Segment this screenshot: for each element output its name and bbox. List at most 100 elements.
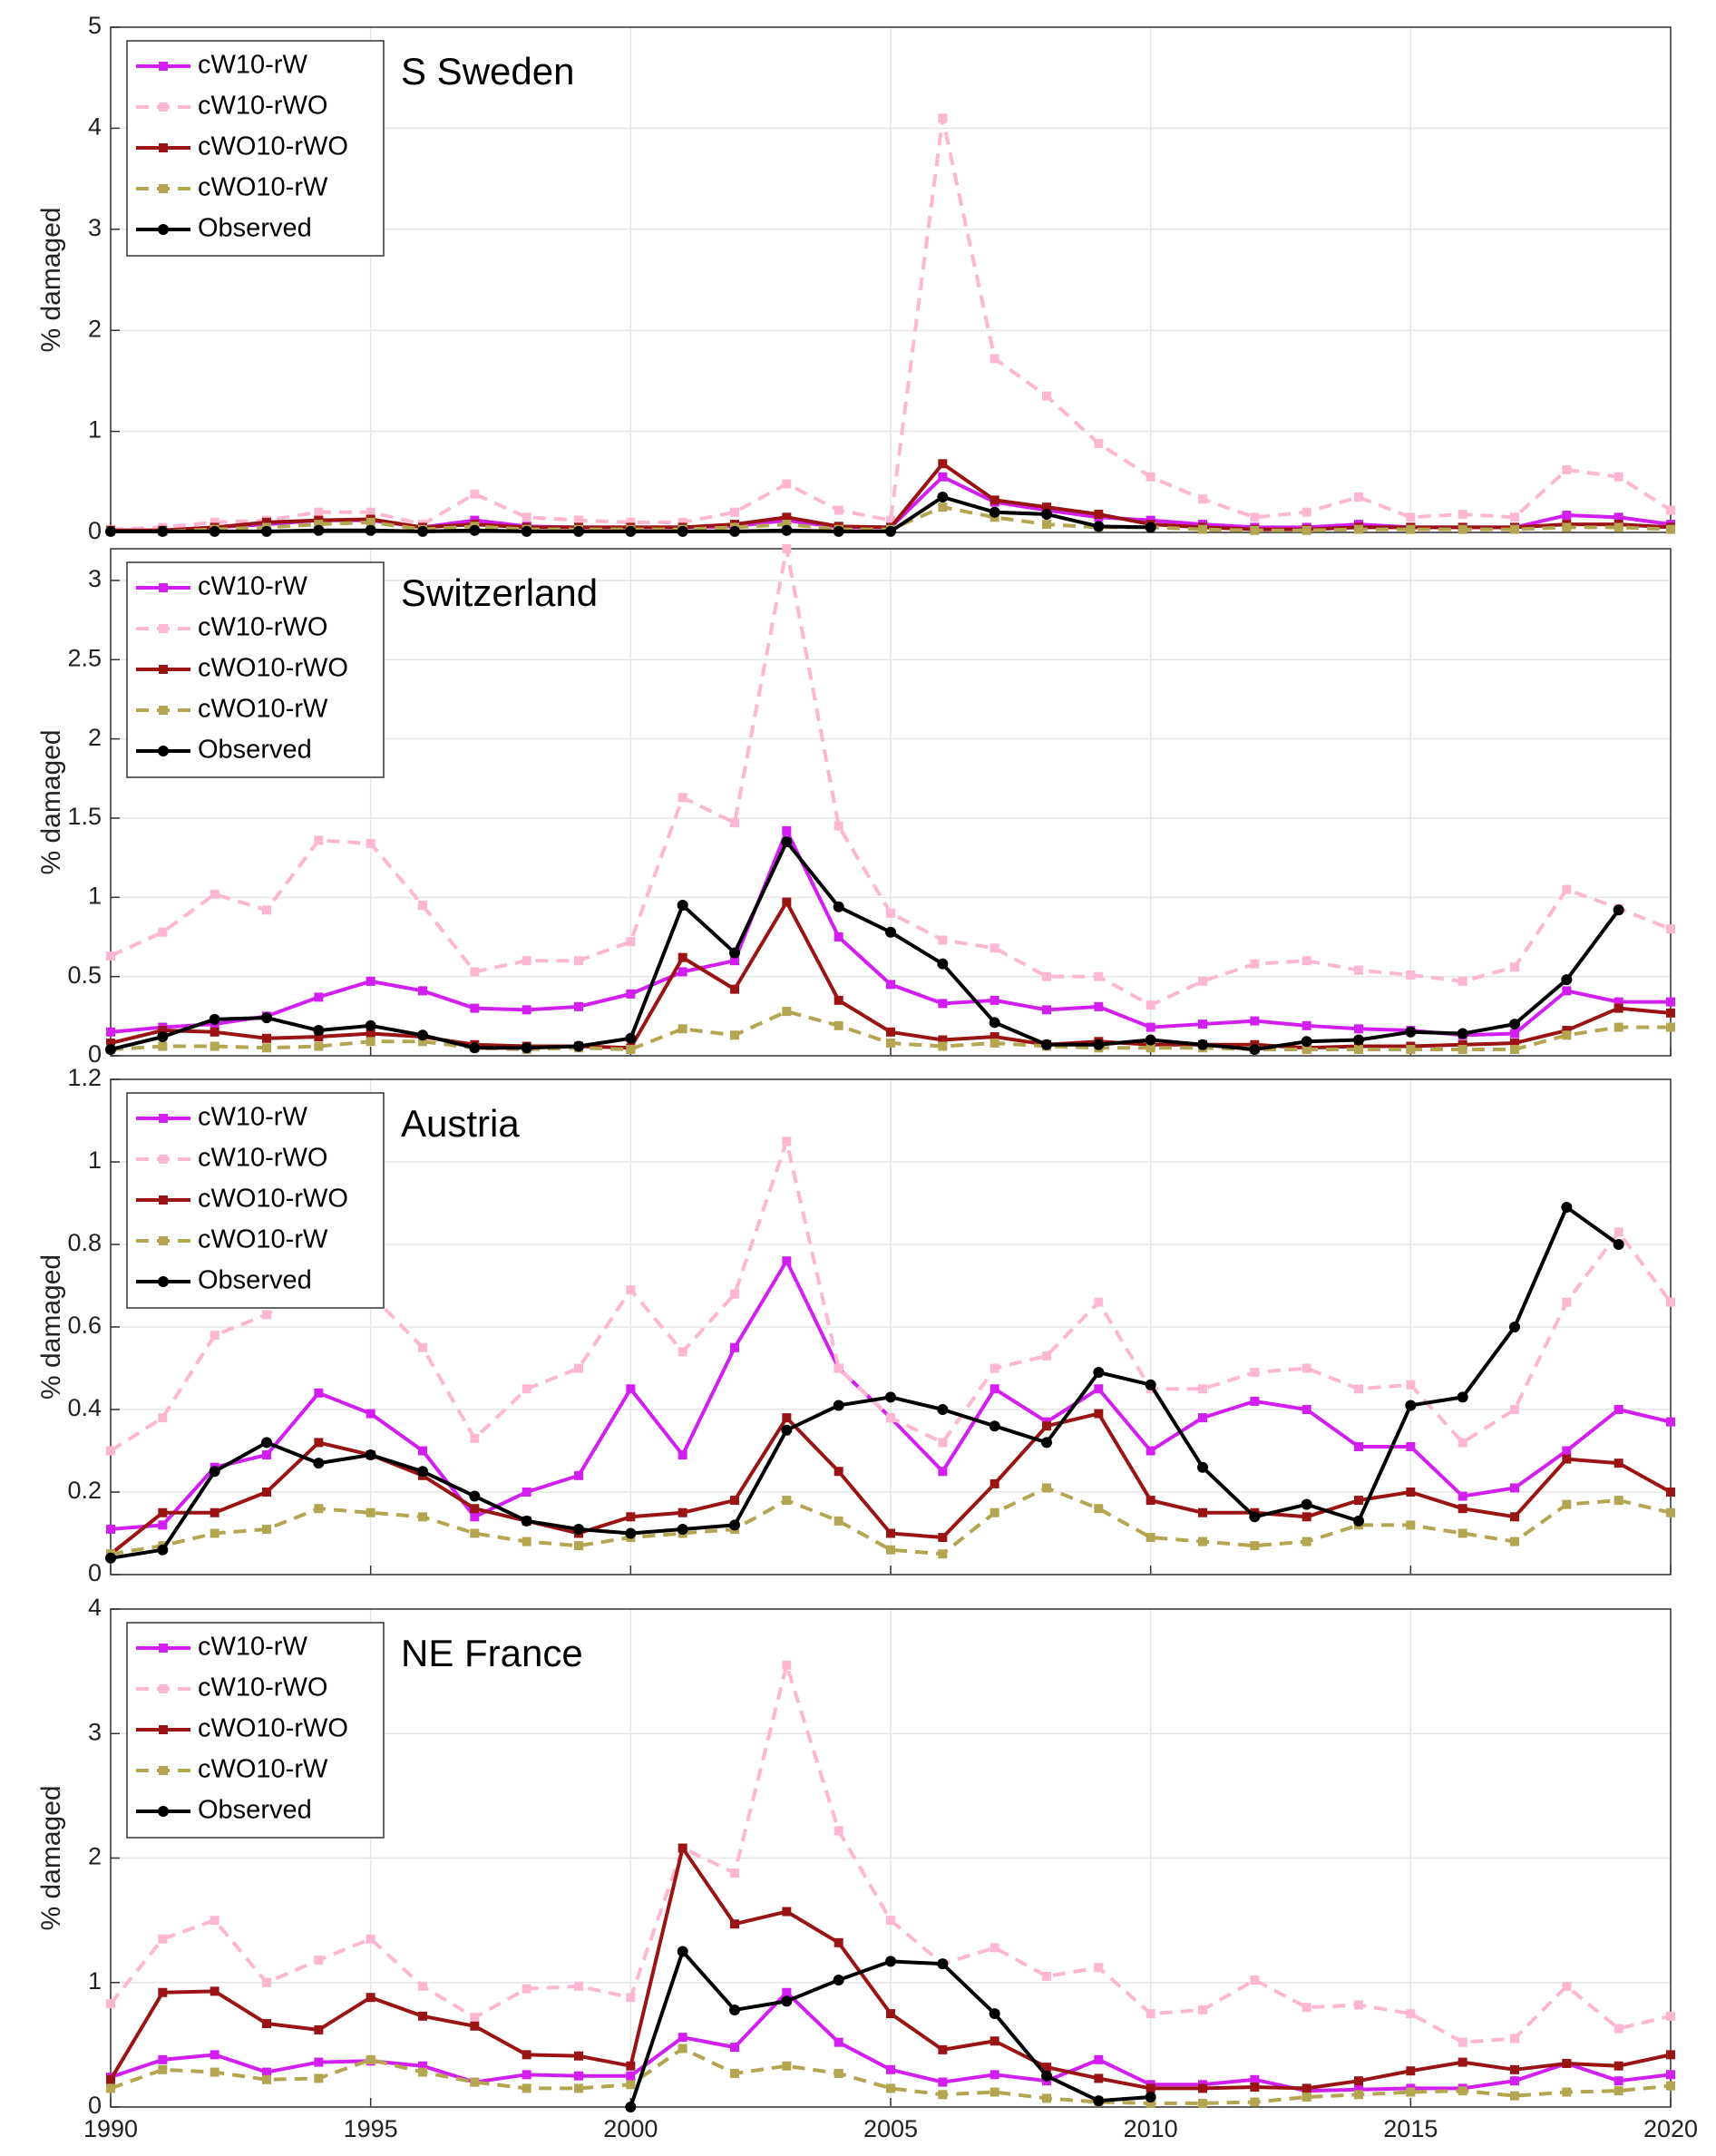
point bbox=[990, 495, 999, 505]
point bbox=[1302, 956, 1311, 966]
point bbox=[1094, 1963, 1104, 1973]
point bbox=[990, 2070, 999, 2080]
point bbox=[209, 525, 220, 537]
point bbox=[366, 1037, 375, 1047]
legend-label: cW10-rWO bbox=[198, 1673, 327, 1702]
point bbox=[1666, 524, 1675, 534]
y-tick-label: 5 bbox=[88, 12, 102, 39]
panel: 0 1 2 3 4 5 % damaged cW10-rW cW10-rWO cWO10-rWO c… bbox=[36, 12, 1675, 544]
point bbox=[1666, 1022, 1675, 1032]
point bbox=[1354, 1024, 1363, 1034]
point bbox=[261, 1012, 272, 1024]
point bbox=[1562, 1297, 1572, 1307]
point bbox=[730, 818, 739, 828]
point bbox=[1354, 1384, 1363, 1394]
point bbox=[106, 1446, 115, 1456]
point bbox=[521, 1042, 532, 1054]
point bbox=[626, 2061, 636, 2071]
legend-marker bbox=[159, 1155, 168, 1164]
point bbox=[1146, 1533, 1155, 1543]
point bbox=[262, 2067, 271, 2077]
point bbox=[1458, 2037, 1467, 2047]
point bbox=[417, 525, 428, 537]
point bbox=[1198, 1384, 1207, 1394]
point bbox=[886, 908, 895, 918]
legend-marker bbox=[159, 583, 168, 592]
point bbox=[834, 995, 843, 1005]
point bbox=[782, 1907, 792, 1917]
point bbox=[209, 1466, 220, 1478]
point bbox=[1302, 2003, 1311, 2013]
point bbox=[1353, 1034, 1364, 1046]
point bbox=[470, 489, 480, 499]
point bbox=[1093, 1367, 1105, 1379]
point bbox=[677, 1946, 688, 1957]
point bbox=[1406, 970, 1416, 980]
point bbox=[314, 992, 324, 1002]
point bbox=[210, 2050, 219, 2060]
y-tick-label: 2 bbox=[88, 1843, 102, 1870]
point bbox=[990, 1039, 999, 1049]
point bbox=[1510, 962, 1519, 972]
x-tick-label: 1995 bbox=[344, 2115, 398, 2142]
point bbox=[106, 1524, 115, 1534]
point bbox=[1198, 1507, 1207, 1517]
point bbox=[938, 113, 948, 123]
point bbox=[990, 1363, 999, 1373]
point bbox=[989, 1420, 1000, 1432]
point bbox=[1197, 1461, 1208, 1473]
point bbox=[1614, 1003, 1623, 1013]
point bbox=[833, 901, 844, 912]
point bbox=[1406, 1045, 1416, 1055]
x-tick-label: 2010 bbox=[1124, 2115, 1178, 2142]
point bbox=[782, 520, 792, 530]
y-tick-label: 3 bbox=[88, 565, 102, 592]
point bbox=[418, 2061, 427, 2071]
point bbox=[781, 836, 793, 848]
point bbox=[626, 1285, 636, 1295]
point bbox=[730, 507, 739, 517]
point bbox=[210, 1986, 219, 1996]
point bbox=[1510, 2064, 1519, 2074]
y-tick-label: 2 bbox=[88, 315, 102, 342]
point bbox=[1094, 2073, 1104, 2083]
point bbox=[1250, 959, 1260, 969]
point bbox=[1250, 2074, 1260, 2084]
point bbox=[1613, 1239, 1624, 1250]
point bbox=[885, 525, 896, 537]
point bbox=[990, 354, 999, 364]
point bbox=[678, 1024, 687, 1034]
point bbox=[521, 525, 532, 537]
point bbox=[365, 1449, 376, 1461]
point bbox=[1666, 924, 1675, 934]
point bbox=[1302, 1363, 1311, 1373]
point bbox=[990, 2087, 999, 2097]
point bbox=[1302, 1020, 1311, 1030]
point bbox=[106, 1039, 115, 1049]
point bbox=[314, 1388, 324, 1398]
point bbox=[1614, 1405, 1623, 1414]
point bbox=[1094, 2054, 1104, 2064]
point bbox=[1614, 1496, 1623, 1506]
point bbox=[366, 838, 375, 848]
point bbox=[1042, 1351, 1051, 1361]
legend-marker bbox=[159, 1644, 168, 1653]
point bbox=[678, 1347, 687, 1357]
point bbox=[1145, 1034, 1156, 1046]
point bbox=[730, 1289, 739, 1299]
point bbox=[1562, 1446, 1572, 1456]
point bbox=[1094, 1409, 1104, 1419]
point bbox=[834, 505, 843, 515]
legend-label: cW10-rW bbox=[198, 1633, 307, 1662]
point bbox=[157, 525, 169, 537]
point bbox=[1041, 2070, 1052, 2082]
point bbox=[677, 525, 688, 537]
point bbox=[522, 1984, 531, 1994]
point bbox=[366, 1409, 375, 1419]
point bbox=[1510, 2091, 1519, 2101]
point bbox=[470, 1003, 480, 1013]
point bbox=[574, 1363, 583, 1373]
point bbox=[626, 1993, 636, 2003]
point bbox=[1302, 1405, 1311, 1414]
